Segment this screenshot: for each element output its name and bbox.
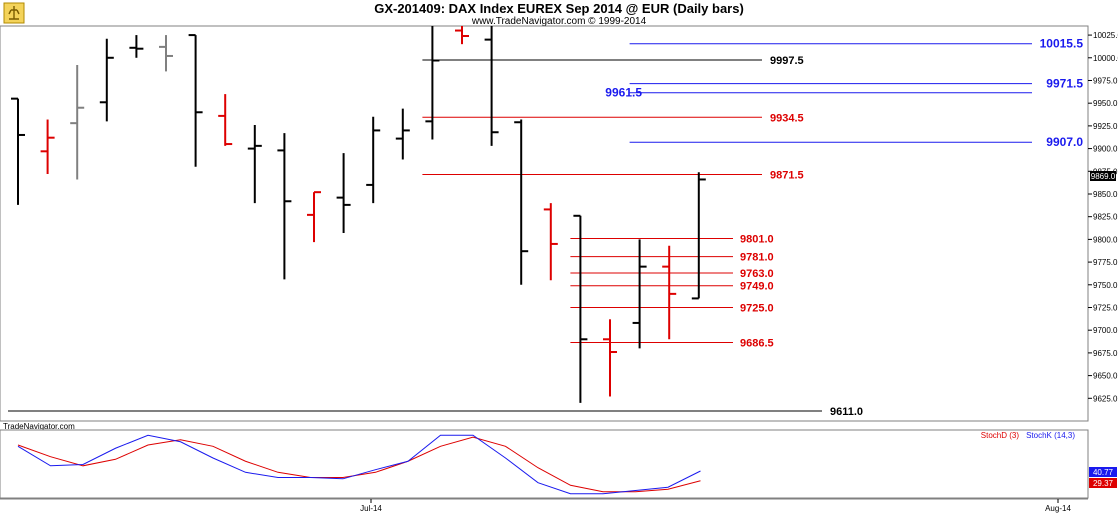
trade-navigator-logo-icon bbox=[3, 2, 25, 24]
watermark-label: TradeNavigator.com bbox=[3, 422, 75, 431]
oscillator-panel-frame bbox=[0, 429, 1089, 499]
chart-title: GX-201409: DAX Index EUREX Sep 2014 @ EU… bbox=[374, 1, 744, 16]
y-tick-label: 9775.0 bbox=[1093, 258, 1118, 267]
y-tick-label: 9850.0 bbox=[1093, 190, 1118, 199]
ohlc-bar bbox=[455, 26, 469, 45]
y-tick-label: 9800.0 bbox=[1093, 235, 1118, 244]
stochk-value-box bbox=[1089, 467, 1117, 477]
y-tick-label: 9925.0 bbox=[1093, 122, 1118, 131]
y-tick-label: 10025.0 bbox=[1093, 31, 1118, 40]
ohlc-bar bbox=[573, 214, 588, 403]
level-label: 9907.0 bbox=[1046, 135, 1083, 149]
ohlc-bar bbox=[691, 172, 706, 300]
stochk-legend: StochK (14,3) bbox=[1026, 431, 1075, 440]
ohlc-bar bbox=[603, 319, 617, 397]
ohlc-bar bbox=[307, 191, 321, 243]
ohlc-bar bbox=[336, 153, 351, 234]
stochd-line bbox=[17, 436, 701, 493]
level-label: 9961.5 bbox=[605, 86, 642, 100]
x-label-aug: Aug-14 bbox=[1045, 504, 1071, 513]
level-label: 10015.5 bbox=[1040, 37, 1084, 51]
stochk-value: 40.77 bbox=[1093, 468, 1114, 477]
ohlc-bar bbox=[543, 203, 558, 281]
level-label: 9997.5 bbox=[770, 55, 804, 67]
y-tick-label: 9625.0 bbox=[1093, 394, 1118, 403]
stochd-legend: StochD (3) bbox=[981, 431, 1020, 440]
level-label: 9749.0 bbox=[740, 281, 774, 293]
chart-subtitle: www.TradeNavigator.com © 1999-2014 bbox=[471, 16, 647, 27]
ohlc-bar bbox=[40, 119, 55, 175]
ohlc-bar bbox=[70, 65, 85, 180]
y-tick-label: 9950.0 bbox=[1093, 99, 1118, 108]
y-tick-label: 9675.0 bbox=[1093, 349, 1118, 358]
level-label: 9971.5 bbox=[1046, 77, 1083, 91]
stochd-value: 29.37 bbox=[1093, 479, 1114, 488]
ohlc-bar bbox=[395, 108, 410, 160]
x-label-jul: Jul-14 bbox=[360, 504, 382, 513]
ohlc-bar bbox=[277, 133, 292, 280]
level-label: 9781.0 bbox=[740, 252, 774, 264]
y-tick-label: 9700.0 bbox=[1093, 326, 1118, 335]
ohlc-bar bbox=[366, 116, 381, 204]
last-price-box bbox=[1090, 171, 1116, 181]
ohlc-bar bbox=[247, 124, 262, 204]
level-label: 9725.0 bbox=[740, 302, 774, 314]
ohlc-bar bbox=[11, 97, 25, 205]
ohlc-bars bbox=[11, 26, 706, 403]
last-price-label: 9869.0 bbox=[1091, 172, 1116, 181]
stochd-value-box bbox=[1089, 478, 1117, 488]
price-panel-frame bbox=[0, 25, 1089, 422]
y-tick-label: 9825.0 bbox=[1093, 213, 1118, 222]
level-label: 9611.0 bbox=[830, 406, 863, 418]
ohlc-bar bbox=[129, 35, 144, 58]
y-tick-label: 9900.0 bbox=[1093, 145, 1118, 154]
ohlc-bar bbox=[632, 239, 647, 349]
ohlc-bar bbox=[188, 34, 203, 167]
ohlc-bar bbox=[662, 245, 677, 340]
ohlc-bar bbox=[218, 94, 233, 146]
level-label: 9871.5 bbox=[770, 169, 804, 181]
y-tick-label: 9650.0 bbox=[1093, 372, 1118, 381]
y-tick-label: 10000.0 bbox=[1093, 54, 1118, 63]
stochastic-oscillator bbox=[17, 434, 701, 495]
ohlc-bar bbox=[99, 38, 114, 122]
ohlc-bar bbox=[425, 26, 440, 140]
y-tick-label: 9975.0 bbox=[1093, 76, 1118, 85]
stochk-line bbox=[17, 434, 701, 495]
y-tick-label: 9750.0 bbox=[1093, 281, 1118, 290]
y-tick-label: 9725.0 bbox=[1093, 303, 1118, 312]
level-label: 9934.5 bbox=[770, 112, 804, 124]
ohlc-bar bbox=[514, 119, 529, 285]
y-axis: 10025.0 10000.0 9975.0 9950.0 9925.0 9900.0 98… bbox=[1088, 31, 1118, 403]
ohlc-bar bbox=[159, 35, 173, 72]
ohlc-bar bbox=[484, 26, 499, 146]
level-label: 9686.5 bbox=[740, 337, 774, 349]
level-label: 9801.0 bbox=[740, 233, 774, 245]
level-lines: 10015.5 9997.5 9971.5 9961.5 9934.5 9907.0 987… bbox=[8, 37, 1083, 418]
level-label: 9763.0 bbox=[740, 268, 774, 280]
